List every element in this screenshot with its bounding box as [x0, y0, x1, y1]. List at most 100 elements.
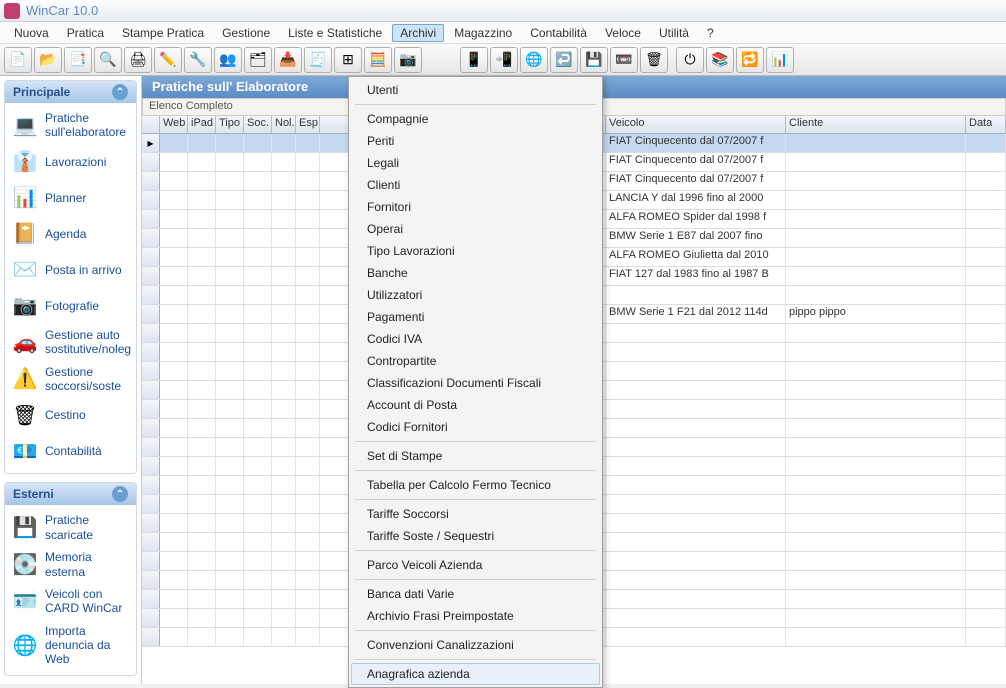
menuitem-operai[interactable]: Operai	[351, 218, 600, 240]
cell	[786, 343, 966, 361]
toolbar-btn-31[interactable]: 📊	[766, 47, 794, 73]
nav-fotografie[interactable]: 📷Fotografie	[7, 288, 134, 324]
menuitem-archivio-frasi-preimpostate[interactable]: Archivio Frasi Preimpostate	[351, 605, 600, 627]
menuitem-classificazioni-documenti-fi[interactable]: Classificazioni Documenti Fiscali	[351, 372, 600, 394]
menu-pratica[interactable]: Pratica	[59, 24, 112, 42]
menuitem-tariffe-soccorsi[interactable]: Tariffe Soccorsi	[351, 503, 600, 525]
menu-magazzino[interactable]: Magazzino	[446, 24, 520, 42]
nav-contabilit-[interactable]: 💶Contabilità	[7, 433, 134, 469]
menuitem-legali[interactable]: Legali	[351, 152, 600, 174]
menu--[interactable]: ?	[699, 24, 722, 42]
panel-header-principale[interactable]: Principale⌃	[5, 81, 136, 103]
nav-lavorazioni[interactable]: 👔Lavorazioni	[7, 144, 134, 180]
toolbar-btn-7[interactable]: 👥	[214, 47, 242, 73]
toolbar-btn-23[interactable]: ↩️	[550, 47, 578, 73]
col-web[interactable]: Web	[160, 116, 188, 133]
cell	[786, 438, 966, 456]
cell	[244, 191, 272, 209]
menuitem-banca-dati-varie[interactable]: Banca dati Varie	[351, 583, 600, 605]
toolbar-btn-1[interactable]: 📂	[34, 47, 62, 73]
archivi-dropdown[interactable]: Utenti CompagniePeritiLegaliClientiFornit…	[348, 76, 603, 688]
menuitem-set-di-stampe[interactable]: Set di Stampe	[351, 445, 600, 467]
menu-archivi[interactable]: Archivi	[392, 24, 444, 42]
toolbar-btn-26[interactable]: 🗑	[640, 47, 668, 73]
toolbar-btn-0[interactable]: 📄	[4, 47, 32, 73]
toolbar-btn-21[interactable]: 📲	[490, 47, 518, 73]
nav-planner[interactable]: 📊Planner	[7, 180, 134, 216]
cell	[244, 476, 272, 494]
nav-pratiche-sull-elaborator[interactable]: 💻Pratiche sull'elaboratore	[7, 107, 134, 144]
nav-agenda[interactable]: 📔Agenda	[7, 216, 134, 252]
menuitem-codici-fornitori[interactable]: Codici Fornitori	[351, 416, 600, 438]
nav-label: Cestino	[45, 408, 86, 422]
toolbar-btn-12[interactable]: 🧮	[364, 47, 392, 73]
col-tipo[interactable]: Tipo	[216, 116, 244, 133]
col-nol.[interactable]: Nol.	[272, 116, 296, 133]
col-soc.[interactable]: Soc.	[244, 116, 272, 133]
toolbar-btn-24[interactable]: 💾	[580, 47, 608, 73]
row-header: ▸	[142, 134, 160, 152]
toolbar-btn-22[interactable]: 🌐	[520, 47, 548, 73]
nav-label: Veicoli con CARD WinCar	[45, 587, 130, 616]
menuitem-tipo-lavorazioni[interactable]: Tipo Lavorazioni	[351, 240, 600, 262]
cell	[296, 343, 320, 361]
menuitem-contropartite[interactable]: Contropartite	[351, 350, 600, 372]
nav-memoria-esterna[interactable]: 💽Memoria esterna	[7, 546, 134, 583]
col-data[interactable]: Data	[966, 116, 1006, 133]
col-veicolo[interactable]: Veicolo	[606, 116, 786, 133]
menu-veloce[interactable]: Veloce	[597, 24, 649, 42]
toolbar-btn-2[interactable]: 📑	[64, 47, 92, 73]
toolbar-btn-20[interactable]: 📱	[460, 47, 488, 73]
toolbar-btn-30[interactable]: 🔁	[736, 47, 764, 73]
menu-nuova[interactable]: Nuova	[6, 24, 57, 42]
cell	[606, 438, 786, 456]
cell	[606, 552, 786, 570]
sidebar: Principale⌃ 💻Pratiche sull'elaboratore👔La…	[0, 76, 142, 684]
menu-gestione[interactable]: Gestione	[214, 24, 278, 42]
col-esp[interactable]: Esp	[296, 116, 320, 133]
toolbar-btn-11[interactable]: ⊞	[334, 47, 362, 73]
toolbar-btn-4[interactable]: 🖨	[124, 47, 152, 73]
nav-gestione-auto-sostitutiv[interactable]: 🚗Gestione auto sostitutive/noleg	[7, 324, 134, 361]
menuitem-utilizzatori[interactable]: Utilizzatori	[351, 284, 600, 306]
toolbar-btn-25[interactable]: 📼	[610, 47, 638, 73]
menuitem-compagnie[interactable]: Compagnie	[351, 108, 600, 130]
menuitem-account-di-posta[interactable]: Account di Posta	[351, 394, 600, 416]
menu-liste-e-statistiche[interactable]: Liste e Statistiche	[280, 24, 390, 42]
toolbar-btn-5[interactable]: ✏️	[154, 47, 182, 73]
menuitem-banche[interactable]: Banche	[351, 262, 600, 284]
menuitem-codici-iva[interactable]: Codici IVA	[351, 328, 600, 350]
menu-stampe-pratica[interactable]: Stampe Pratica	[114, 24, 212, 42]
toolbar-btn-28[interactable]: ⏻	[676, 47, 704, 73]
nav-pratiche-scaricate[interactable]: 💾Pratiche scaricate	[7, 509, 134, 546]
menuitem-utenti[interactable]: Utenti	[351, 79, 600, 101]
menuitem-tabella-per-calcolo-fermo-te[interactable]: Tabella per Calcolo Fermo Tecnico	[351, 474, 600, 496]
menuitem-parco-veicoli-azienda[interactable]: Parco Veicoli Azienda	[351, 554, 600, 576]
menuitem-periti[interactable]: Periti	[351, 130, 600, 152]
toolbar-btn-6[interactable]: 🔧	[184, 47, 212, 73]
nav-veicoli-con-card-wincar[interactable]: 🪪Veicoli con CARD WinCar	[7, 583, 134, 620]
nav-importa-denuncia-da-web[interactable]: 🌐Importa denuncia da Web	[7, 620, 134, 671]
col-ipad[interactable]: iPad	[188, 116, 216, 133]
menuitem-clienti[interactable]: Clienti	[351, 174, 600, 196]
col-cliente[interactable]: Cliente	[786, 116, 966, 133]
cell: FIAT 127 dal 1983 fino al 1987 B	[606, 267, 786, 285]
menu-contabilit-[interactable]: Contabilità	[522, 24, 595, 42]
menuitem-tariffe-soste-sequestri[interactable]: Tariffe Soste / Sequestri	[351, 525, 600, 547]
toolbar-btn-10[interactable]: 🧾	[304, 47, 332, 73]
nav-cestino[interactable]: 🗑Cestino	[7, 397, 134, 433]
toolbar-btn-3[interactable]: 🔍	[94, 47, 122, 73]
menuitem-fornitori[interactable]: Fornitori	[351, 196, 600, 218]
menuitem-pagamenti[interactable]: Pagamenti	[351, 306, 600, 328]
menuitem-anagrafica-azienda[interactable]: Anagrafica azienda	[351, 663, 600, 685]
toolbar-btn-13[interactable]: 📷	[394, 47, 422, 73]
panel-header-esterni[interactable]: Esterni⌃	[5, 483, 136, 505]
menu-utilit-[interactable]: Utilità	[651, 24, 697, 42]
cell	[786, 286, 966, 304]
nav-posta-in-arrivo[interactable]: ✉️Posta in arrivo	[7, 252, 134, 288]
toolbar-btn-8[interactable]: 🗂	[244, 47, 272, 73]
menuitem-convenzioni-canalizzazioni[interactable]: Convenzioni Canalizzazioni	[351, 634, 600, 656]
nav-gestione-soccorsi-soste[interactable]: ⚠️Gestione soccorsi/soste	[7, 361, 134, 398]
toolbar-btn-29[interactable]: 📚	[706, 47, 734, 73]
toolbar-btn-9[interactable]: 📥	[274, 47, 302, 73]
